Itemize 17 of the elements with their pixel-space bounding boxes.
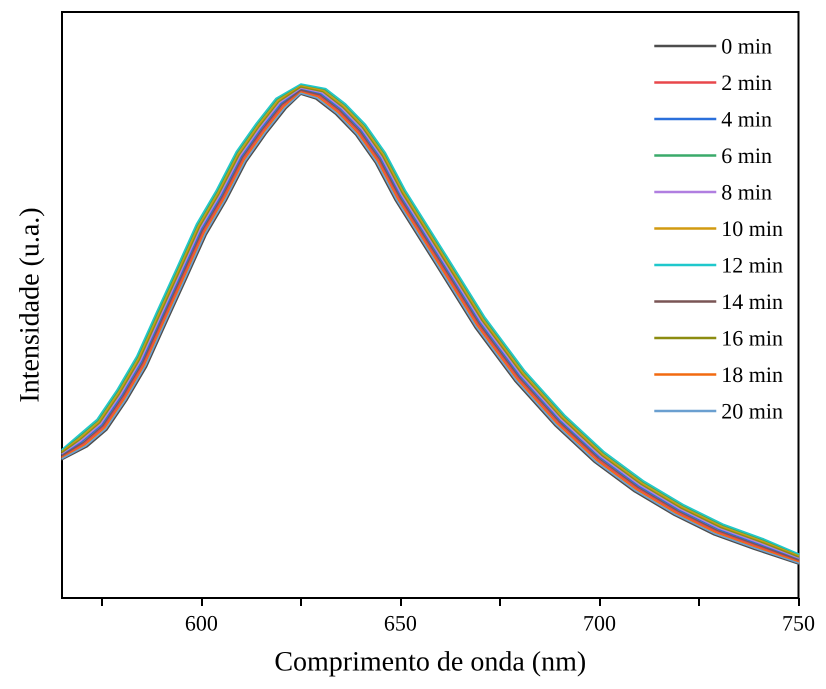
x-tick-label: 650	[384, 610, 417, 636]
y-axis-title: Intensidade (u.a.)	[14, 207, 46, 403]
legend-label: 16 min	[721, 326, 784, 350]
legend-label: 20 min	[721, 398, 784, 424]
legend-label: 2 min	[721, 70, 772, 95]
legend-label: 10 min	[721, 216, 784, 241]
legend-label: 14 min	[721, 289, 784, 314]
x-tick-label: 700	[582, 610, 616, 636]
x-axis-title: Comprimento de onda (nm)	[274, 646, 586, 678]
x-tick-label: 750	[782, 610, 815, 636]
legend-label: 8 min	[721, 180, 772, 204]
legend-label: 6 min	[721, 143, 772, 168]
legend-label: 4 min	[721, 106, 772, 132]
legend-label: 18 min	[721, 362, 784, 387]
legend-label: 12 min	[721, 252, 784, 278]
x-tick-label: 600	[184, 610, 218, 636]
legend-label: 0 min	[721, 34, 772, 58]
